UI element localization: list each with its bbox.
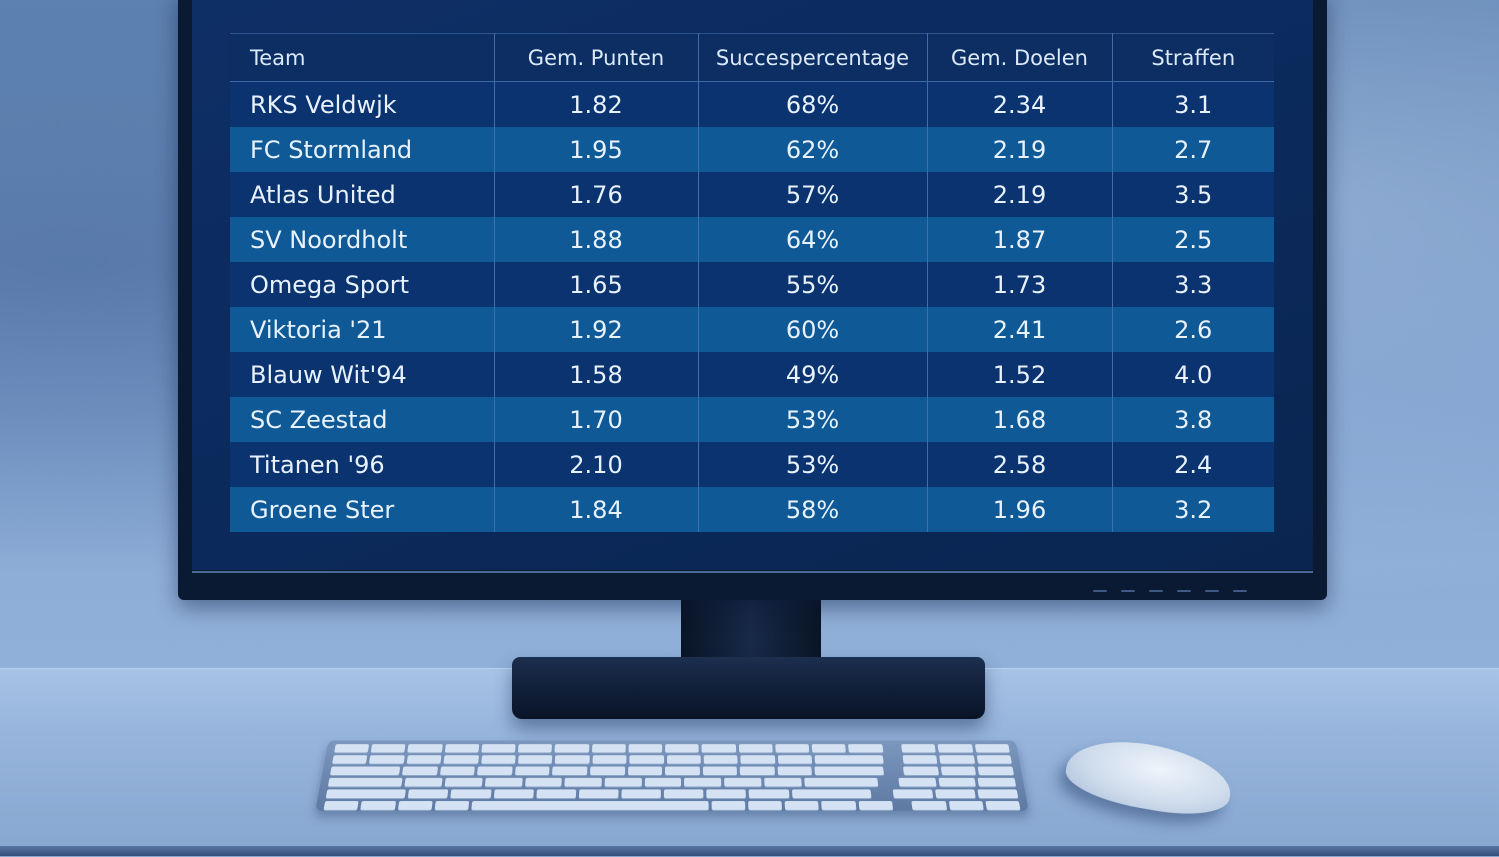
cell-team: Blauw Wit'94 xyxy=(230,352,495,397)
team-stats-table: Team Gem. Punten Succespercentage Gem. D… xyxy=(230,33,1274,532)
keyboard[interactable] xyxy=(315,740,1029,811)
monitor-button[interactable] xyxy=(1149,590,1163,592)
cell-success-rate: 62% xyxy=(698,127,928,172)
cell-team: Viktoria '21 xyxy=(230,307,495,352)
cell-avg-goals: 1.73 xyxy=(927,262,1113,307)
cell-avg-points: 1.58 xyxy=(494,352,699,397)
bezel-edge xyxy=(192,571,1313,573)
cell-avg-goals: 2.19 xyxy=(927,172,1113,217)
cell-avg-goals: 2.58 xyxy=(927,442,1113,487)
cell-penalties: 3.5 xyxy=(1112,172,1274,217)
cell-avg-points: 1.84 xyxy=(494,487,699,532)
table-row[interactable]: SC Zeestad 1.70 53% 1.68 3.8 xyxy=(230,397,1274,442)
table-row[interactable]: Viktoria '21 1.92 60% 2.41 2.6 xyxy=(230,307,1274,352)
cell-success-rate: 64% xyxy=(698,217,928,262)
cell-avg-points: 2.10 xyxy=(494,442,699,487)
cell-team: Atlas United xyxy=(230,172,495,217)
cell-avg-points: 1.76 xyxy=(494,172,699,217)
cell-success-rate: 55% xyxy=(698,262,928,307)
cell-penalties: 2.5 xyxy=(1112,217,1274,262)
cell-success-rate: 53% xyxy=(698,397,928,442)
table-row[interactable]: RKS Veldwjk 1.82 68% 2.34 3.1 xyxy=(230,81,1274,127)
table-header-row: Team Gem. Punten Succespercentage Gem. D… xyxy=(230,33,1274,82)
header-team[interactable]: Team xyxy=(230,33,495,82)
cell-success-rate: 53% xyxy=(698,442,928,487)
header-avg-goals[interactable]: Gem. Doelen xyxy=(927,33,1113,82)
monitor-stand-base xyxy=(512,657,985,719)
cell-team: Groene Ster xyxy=(230,487,495,532)
cell-team: Omega Sport xyxy=(230,262,495,307)
cell-avg-points: 1.95 xyxy=(494,127,699,172)
cell-penalties: 3.8 xyxy=(1112,397,1274,442)
cell-avg-points: 1.88 xyxy=(494,217,699,262)
monitor-button[interactable] xyxy=(1205,590,1219,592)
cell-team: Titanen '96 xyxy=(230,442,495,487)
cell-penalties: 3.1 xyxy=(1112,81,1274,127)
monitor-button[interactable] xyxy=(1177,590,1191,592)
cell-team: SC Zeestad xyxy=(230,397,495,442)
cell-success-rate: 49% xyxy=(698,352,928,397)
cell-avg-goals: 1.87 xyxy=(927,217,1113,262)
monitor-buttons xyxy=(1093,590,1247,592)
cell-avg-points: 1.82 xyxy=(494,81,699,127)
table-row[interactable]: Titanen '96 2.10 53% 2.58 2.4 xyxy=(230,442,1274,487)
cell-avg-goals: 1.52 xyxy=(927,352,1113,397)
header-success-rate[interactable]: Succespercentage xyxy=(698,33,928,82)
cell-success-rate: 68% xyxy=(698,81,928,127)
cell-success-rate: 60% xyxy=(698,307,928,352)
cell-penalties: 2.7 xyxy=(1112,127,1274,172)
monitor-button[interactable] xyxy=(1233,590,1247,592)
cell-avg-points: 1.92 xyxy=(494,307,699,352)
table-row[interactable]: Omega Sport 1.65 55% 1.73 3.3 xyxy=(230,262,1274,307)
cell-avg-goals: 2.34 xyxy=(927,81,1113,127)
header-avg-points[interactable]: Gem. Punten xyxy=(494,33,699,82)
cell-penalties: 2.4 xyxy=(1112,442,1274,487)
table-row[interactable]: SV Noordholt 1.88 64% 1.87 2.5 xyxy=(230,217,1274,262)
cell-success-rate: 58% xyxy=(698,487,928,532)
table-row[interactable]: Atlas United 1.76 57% 2.19 3.5 xyxy=(230,172,1274,217)
monitor-button[interactable] xyxy=(1093,590,1107,592)
desk-edge xyxy=(0,846,1499,856)
cell-team: FC Stormland xyxy=(230,127,495,172)
table-row[interactable]: FC Stormland 1.95 62% 2.19 2.7 xyxy=(230,127,1274,172)
cell-penalties: 2.6 xyxy=(1112,307,1274,352)
monitor-button[interactable] xyxy=(1121,590,1135,592)
cell-penalties: 4.0 xyxy=(1112,352,1274,397)
cell-avg-goals: 2.41 xyxy=(927,307,1113,352)
cell-avg-points: 1.70 xyxy=(494,397,699,442)
cell-team: SV Noordholt xyxy=(230,217,495,262)
cell-success-rate: 57% xyxy=(698,172,928,217)
header-penalties[interactable]: Straffen xyxy=(1112,33,1274,82)
cell-penalties: 3.3 xyxy=(1112,262,1274,307)
cell-avg-points: 1.65 xyxy=(494,262,699,307)
cell-avg-goals: 2.19 xyxy=(927,127,1113,172)
table-row[interactable]: Groene Ster 1.84 58% 1.96 3.2 xyxy=(230,487,1274,532)
table-row[interactable]: Blauw Wit'94 1.58 49% 1.52 4.0 xyxy=(230,352,1274,397)
cell-team: RKS Veldwjk xyxy=(230,81,495,127)
cell-penalties: 3.2 xyxy=(1112,487,1274,532)
cell-avg-goals: 1.96 xyxy=(927,487,1113,532)
cell-avg-goals: 1.68 xyxy=(927,397,1113,442)
